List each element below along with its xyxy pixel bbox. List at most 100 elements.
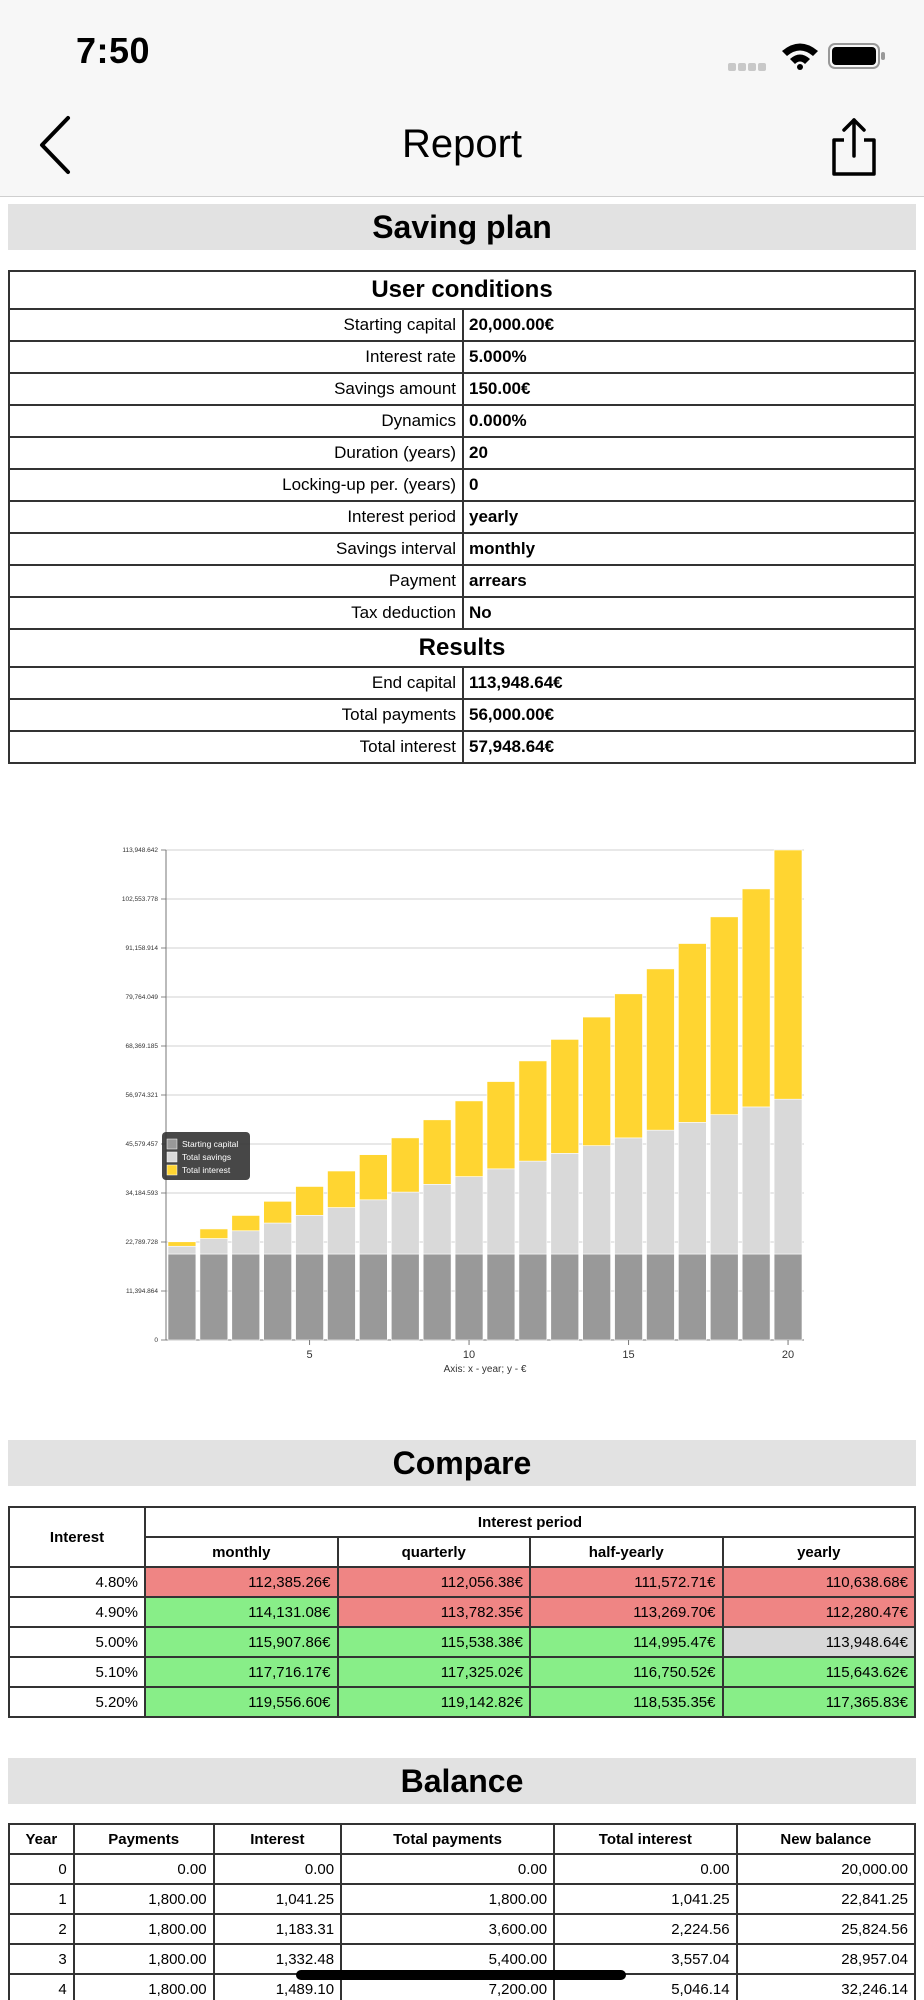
bar-segment — [263, 1201, 292, 1224]
compare-column-monthly: monthly — [144, 1536, 339, 1568]
condition-value: monthly — [462, 532, 916, 566]
condition-value: 20,000.00€ — [462, 308, 916, 342]
compare-cell: 117,716.17€ — [144, 1656, 339, 1688]
compare-table: Interest Interest period monthly quarterl… — [8, 1506, 916, 1718]
balance-cell: 22,841.25 — [735, 1883, 917, 1915]
condition-row: Total interest 57,948.64€ — [8, 730, 916, 764]
compare-rate: 4.80% — [8, 1566, 146, 1598]
bar-segment — [199, 1253, 229, 1341]
bar-segment — [263, 1253, 292, 1341]
condition-label: Savings interval — [8, 532, 464, 566]
compare-rate: 5.10% — [8, 1656, 146, 1688]
legend-label: Total interest — [182, 1165, 231, 1175]
legend-label: Starting capital — [182, 1139, 238, 1149]
bar-segment — [678, 943, 707, 1123]
balance-cell: 0.00 — [340, 1853, 556, 1885]
condition-row: Savings amount 150.00€ — [8, 372, 916, 406]
compare-cell: 112,056.38€ — [336, 1566, 531, 1598]
bar-segment — [167, 1245, 197, 1255]
condition-value: 113,948.64€ — [462, 666, 916, 700]
bar-segment — [359, 1199, 388, 1255]
balance-cell: 28,957.04 — [735, 1943, 917, 1975]
bar-segment — [773, 1098, 803, 1255]
back-chevron-icon[interactable] — [34, 110, 82, 180]
bar-segment — [199, 1228, 229, 1239]
condition-row: Payment arrears — [8, 564, 916, 598]
bar-segment — [741, 1106, 771, 1255]
bar-segment — [550, 1153, 579, 1255]
balance-cell: 1,800.00 — [340, 1883, 556, 1915]
balance-cell: 1,332.48 — [212, 1943, 343, 1975]
compare-cell: 117,365.83€ — [721, 1686, 916, 1718]
x-tick-label: 15 — [622, 1349, 634, 1361]
condition-value: 57,948.64€ — [462, 730, 916, 764]
balance-column-header: Total payments — [340, 1823, 556, 1855]
bar-segment — [486, 1168, 516, 1255]
compare-cell: 110,638.68€ — [721, 1566, 916, 1598]
share-icon[interactable] — [826, 116, 882, 178]
balance-cell: 2,224.56 — [553, 1913, 738, 1945]
condition-value: 20 — [462, 436, 916, 470]
compare-row: 4.90% 114,131.08€ 113,782.35€ 113,269.70€ 11… — [8, 1596, 916, 1628]
balance-column-header: Payments — [72, 1823, 215, 1855]
condition-row: Locking-up per. (years) 0 — [8, 468, 916, 502]
condition-value: 56,000.00€ — [462, 698, 916, 732]
balance-cell: 1,041.25 — [553, 1883, 738, 1915]
bar-segment — [167, 1241, 197, 1247]
bar-segment — [486, 1081, 516, 1170]
compare-cell: 115,643.62€ — [721, 1656, 916, 1688]
legend-box — [162, 1132, 250, 1180]
legend-swatch — [166, 1151, 178, 1163]
y-tick-label: 91,158.914 — [125, 945, 158, 952]
balance-column-header: Year — [8, 1823, 75, 1855]
bar-segment — [390, 1137, 420, 1193]
balance-cell: 1,800.00 — [72, 1913, 215, 1945]
bar-segment — [709, 916, 739, 1115]
compare-rate: 5.20% — [8, 1686, 146, 1718]
bar-segment — [678, 1253, 707, 1341]
condition-label: Payment — [8, 564, 464, 598]
balance-cell: 1,183.31 — [212, 1913, 343, 1945]
compare-column-quarterly: quarterly — [336, 1536, 531, 1568]
y-tick-label: 102,553.778 — [122, 896, 159, 903]
bar-segment — [614, 993, 643, 1139]
y-tick-label: 22,789.728 — [125, 1239, 158, 1246]
bar-segment — [390, 1191, 420, 1255]
bar-segment — [550, 1039, 579, 1154]
bar-segment — [231, 1215, 261, 1232]
condition-row: Savings interval monthly — [8, 532, 916, 566]
results-header: Results — [8, 628, 916, 668]
y-tick-label: 56,974.321 — [125, 1092, 158, 1099]
bar-segment — [614, 1253, 643, 1341]
compare-cell: 113,782.35€ — [336, 1596, 531, 1628]
bar-segment — [582, 1016, 611, 1146]
balance-cell: 1,800.00 — [72, 1943, 215, 1975]
bar-segment — [327, 1207, 356, 1255]
savings-chart: 0 11,394.864 22,789.728 34,184.593 45,579.45… — [100, 840, 820, 1380]
y-tick-label: 68,369.185 — [125, 1043, 158, 1050]
home-indicator — [296, 1970, 626, 1980]
bar-segment — [582, 1145, 611, 1255]
bar-segment — [454, 1253, 484, 1341]
compare-cell: 111,572.71€ — [529, 1566, 724, 1598]
condition-row: Interest period yearly — [8, 500, 916, 534]
condition-value: arrears — [462, 564, 916, 598]
compare-column-yearly: yearly — [721, 1536, 916, 1568]
bar-segment — [678, 1122, 707, 1255]
condition-label: Tax deduction — [8, 596, 464, 630]
status-bar: 7:50 — [0, 0, 924, 100]
balance-cell: 1,041.25 — [212, 1883, 343, 1915]
condition-row: Duration (years) 20 — [8, 436, 916, 470]
compare-cell: 113,269.70€ — [529, 1596, 724, 1628]
legend-swatch — [166, 1164, 178, 1176]
condition-label: Interest period — [8, 500, 464, 534]
balance-cell: 3,600.00 — [340, 1913, 556, 1945]
compare-cell: 115,907.86€ — [144, 1626, 339, 1658]
compare-row: 5.20% 119,556.60€ 119,142.82€ 118,535.35€ 11… — [8, 1686, 916, 1718]
bar-segment — [422, 1253, 452, 1341]
bar-segment — [614, 1137, 643, 1255]
compare-cell: 115,538.38€ — [336, 1626, 531, 1658]
legend-swatch — [166, 1138, 178, 1150]
balance-cell: 0.00 — [72, 1853, 215, 1885]
compare-cell: 114,995.47€ — [529, 1626, 724, 1658]
